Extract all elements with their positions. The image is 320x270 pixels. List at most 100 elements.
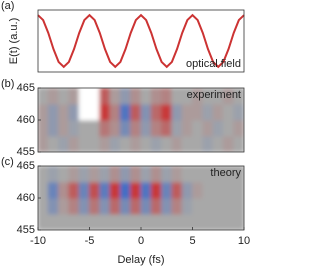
heat-cell: [47, 135, 60, 152]
heat-cell: [233, 119, 244, 137]
heat-cell: [130, 213, 142, 230]
heat-cell: [212, 166, 224, 183]
heat-cell: [89, 88, 101, 105]
heat-cell: [89, 181, 101, 199]
heat-cell: [181, 166, 193, 183]
heat-cell: [130, 135, 142, 152]
heat-cell: [140, 135, 152, 152]
heat-cell: [68, 135, 80, 152]
heat-cell: [161, 88, 173, 105]
heat-cell: [192, 197, 204, 215]
heat-cell: [109, 213, 121, 230]
heat-cell: [202, 135, 214, 152]
heat-cell: [119, 135, 132, 152]
heat-cell: [233, 181, 244, 199]
heat-cell: [161, 166, 173, 183]
heat-cell: [38, 181, 49, 199]
heat-cell: [233, 213, 244, 230]
heat-cell: [222, 88, 235, 105]
heat-cell: [192, 103, 204, 121]
heat-cell: [89, 135, 101, 152]
heat-cell: [192, 119, 204, 137]
heat-cell: [233, 197, 244, 215]
heat-cell: [150, 119, 163, 137]
heat-cell: [171, 135, 183, 152]
heat-cell: [171, 181, 183, 199]
heat-cell: [119, 181, 132, 199]
heat-cell: [171, 166, 183, 183]
heat-cell: [233, 88, 244, 105]
heat-cell: [68, 103, 80, 121]
heat-cell: [119, 166, 132, 183]
heat-cell: [233, 135, 244, 152]
heat-cell: [68, 197, 80, 215]
heat-cell: [47, 119, 60, 137]
heat-cell: [222, 213, 235, 230]
heat-cell: [202, 197, 214, 215]
heat-cell: [58, 88, 70, 105]
heat-cell: [202, 181, 214, 199]
heat-cell: [38, 135, 49, 152]
heat-cell: [58, 166, 70, 183]
heat-cell: [68, 166, 80, 183]
heat-cell: [222, 197, 235, 215]
heat-cell: [109, 103, 121, 121]
heatmap: [38, 166, 244, 230]
heat-cell: [99, 119, 111, 137]
heat-cell: [212, 213, 224, 230]
heat-cell: [89, 103, 101, 121]
heat-cell: [78, 119, 90, 137]
heat-cell: [212, 119, 224, 137]
heat-cell: [150, 181, 163, 199]
heat-cell: [89, 166, 101, 183]
heat-cell: [47, 213, 60, 230]
heat-cell: [89, 213, 101, 230]
panel-label: (a): [1, 0, 14, 12]
heat-cell: [38, 166, 49, 183]
heatmap-cells: [38, 166, 244, 230]
heat-cell: [58, 213, 70, 230]
heat-cell: [119, 213, 132, 230]
y-axis-label: E(t) (a.u.): [8, 18, 20, 64]
heat-cell: [171, 88, 183, 105]
y-tick-label: 465: [17, 82, 35, 94]
x-tick-label: 5: [189, 235, 195, 247]
heat-cell: [130, 197, 142, 215]
heat-cell: [192, 213, 204, 230]
heat-cell: [202, 213, 214, 230]
heat-cell: [130, 166, 142, 183]
heat-cell: [47, 197, 60, 215]
heat-cell: [181, 103, 193, 121]
heat-cell: [212, 197, 224, 215]
heat-cell: [192, 135, 204, 152]
heat-cell: [119, 103, 132, 121]
heat-cell: [202, 88, 214, 105]
y-tick-label: 465: [17, 160, 35, 172]
heat-cell: [109, 88, 121, 105]
heat-cell: [130, 119, 142, 137]
heat-cell: [140, 197, 152, 215]
heat-cell: [202, 119, 214, 137]
heat-cell: [222, 181, 235, 199]
x-axis-label: Delay (fs): [117, 254, 164, 266]
heat-cell: [140, 88, 152, 105]
x-tick-label: -10: [30, 235, 46, 247]
heat-cell: [78, 166, 90, 183]
heat-cell: [212, 181, 224, 199]
heat-cell: [161, 119, 173, 137]
x-tick-label: -5: [85, 235, 95, 247]
heat-cell: [109, 166, 121, 183]
y-tick-label: 455: [17, 146, 35, 158]
heat-cell: [58, 197, 70, 215]
heat-cell: [99, 166, 111, 183]
heat-cell: [181, 119, 193, 137]
heat-cell: [161, 135, 173, 152]
heat-cell: [181, 88, 193, 105]
heat-cell: [150, 103, 163, 121]
heat-cell: [202, 166, 214, 183]
heat-cell: [68, 88, 80, 105]
heat-cell: [181, 181, 193, 199]
heat-cell: [99, 213, 111, 230]
heat-cell: [150, 135, 163, 152]
heat-cell: [99, 181, 111, 199]
